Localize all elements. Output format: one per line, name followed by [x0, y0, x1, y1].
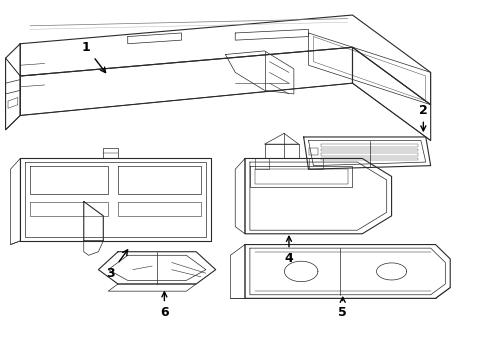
- Text: 2: 2: [419, 104, 428, 131]
- Text: 6: 6: [160, 292, 169, 319]
- Text: 5: 5: [339, 297, 347, 319]
- Text: 3: 3: [106, 250, 127, 280]
- Text: 1: 1: [82, 41, 105, 73]
- Text: 4: 4: [285, 236, 294, 265]
